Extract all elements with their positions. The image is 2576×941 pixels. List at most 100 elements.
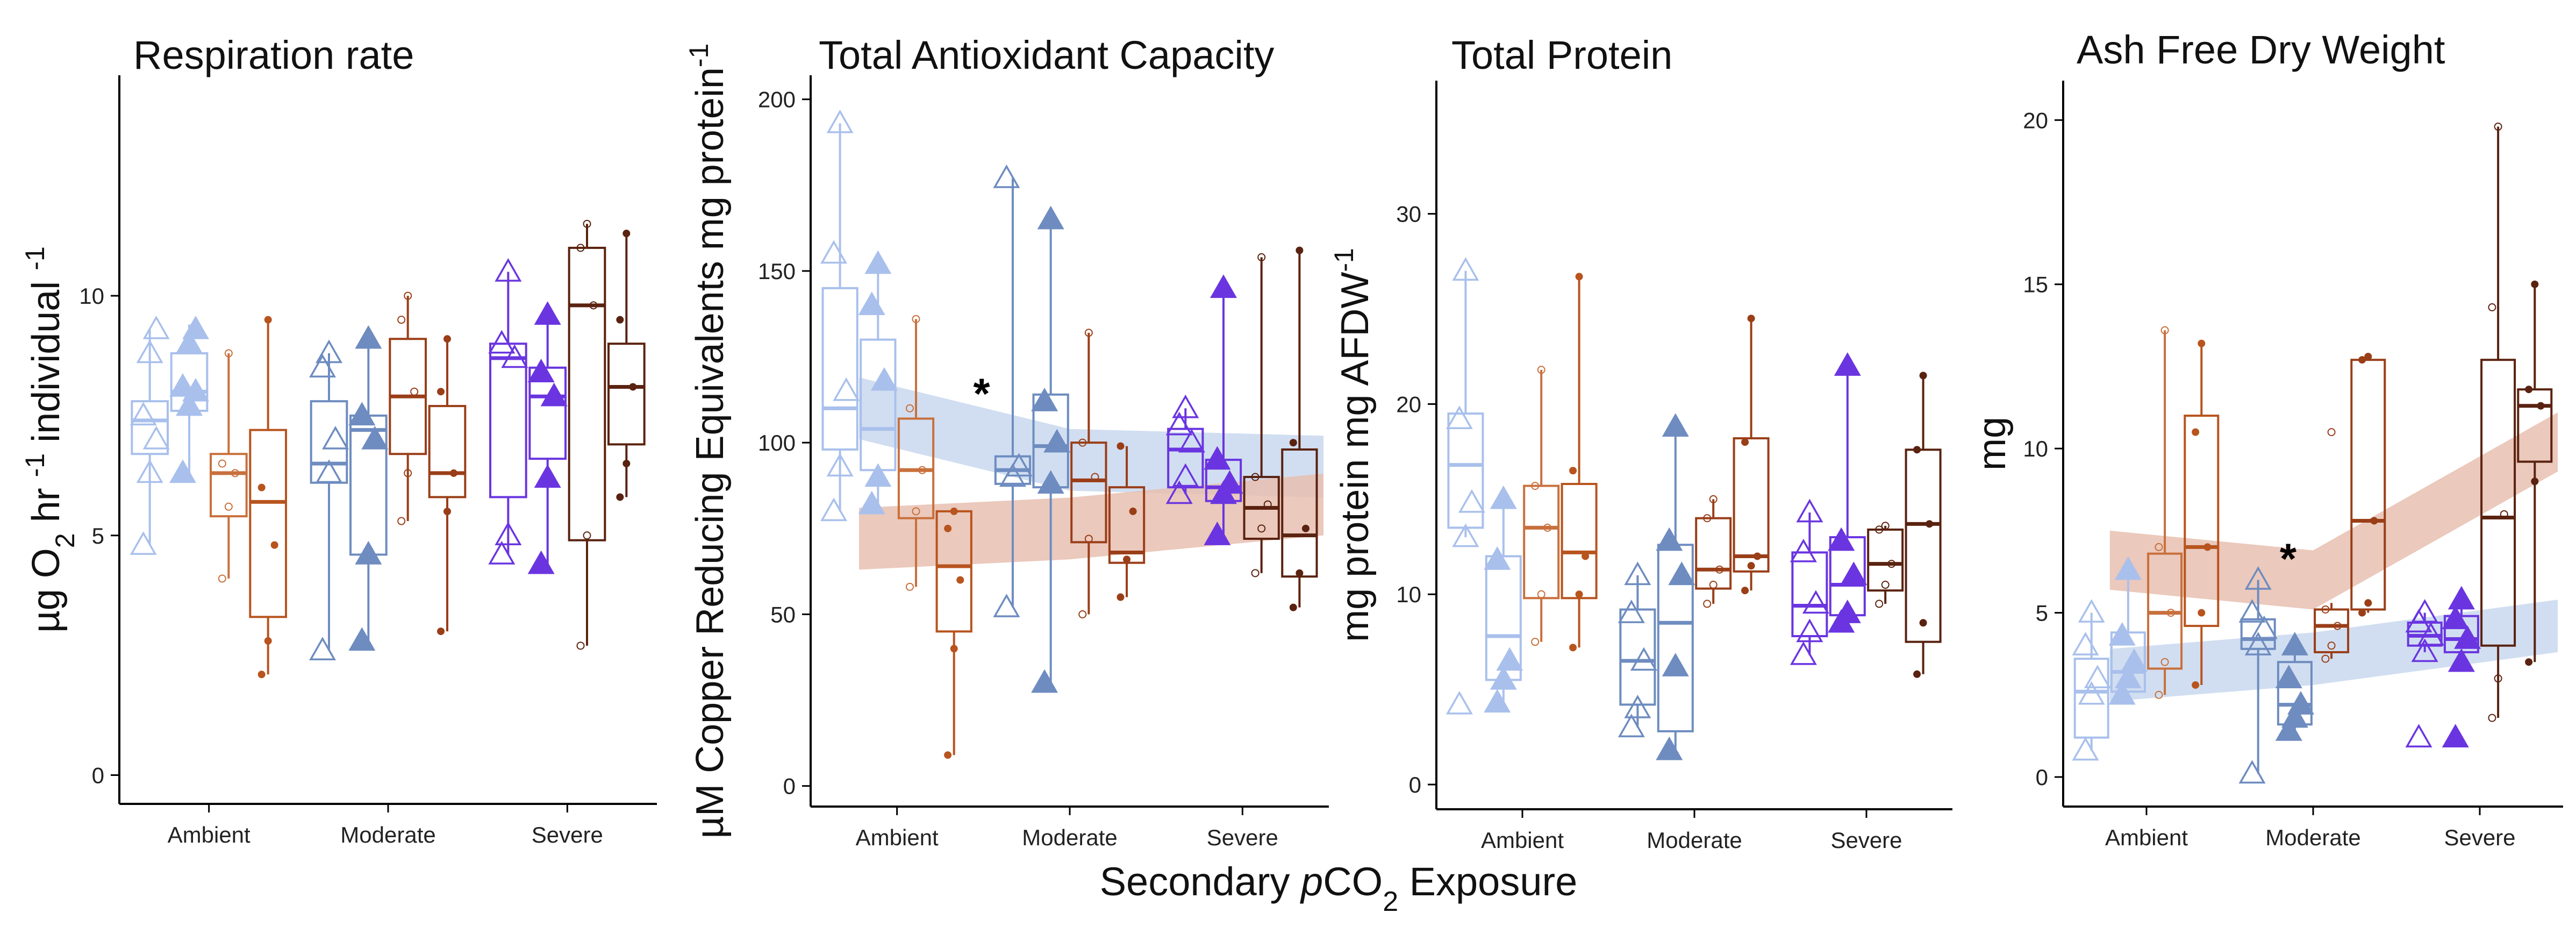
data-point [1031,388,1058,411]
data-point [361,425,389,450]
data-point [1575,590,1583,598]
panels: 0 5 10 Ambient Moderate Severe Respiration rat… [20,27,2563,853]
x-tick-label: Severe [2444,825,2515,850]
data-point [944,751,952,759]
data-point [397,517,406,525]
data-point [1452,523,1479,547]
data-point [589,301,598,310]
data-point [1204,522,1231,545]
box-0-3 [2184,339,2220,689]
data-point [2281,704,2308,728]
data-point [826,453,854,477]
box-2-0 [1165,394,1205,504]
data-point [443,508,451,516]
data-point [2500,510,2508,518]
data-point [2488,714,2496,722]
data-point [1084,329,1093,337]
box-2-0 [1790,498,1829,665]
data-point [1204,446,1231,470]
data-point [1289,603,1297,611]
data-point [2370,517,2378,525]
box-0-0 [130,315,170,555]
data-point [142,425,170,450]
data-point [2244,566,2272,590]
trend-band-0 [2109,600,2558,702]
data-point [1834,600,1861,623]
y-tick-label: 20 [1396,391,1421,417]
data-point [1117,593,1125,601]
data-point [1582,552,1590,560]
data-point [905,404,914,412]
data-point [257,483,266,491]
data-point [2244,632,2272,655]
box-body [568,246,606,541]
data-point [1165,480,1193,504]
box-body [310,400,348,484]
data-point [2411,599,2438,623]
significance-marker: * [974,369,991,417]
data-point [576,244,585,252]
box-1-1 [2275,632,2315,741]
data-point [870,367,898,391]
data-point [1210,274,1237,298]
data-point [527,359,555,382]
data-point [833,377,860,401]
box-0-3 [249,316,288,679]
data-point [1834,352,1861,376]
data-point [2108,681,2136,705]
data-point [1618,714,1645,738]
data-point [918,466,927,474]
panel-protein: 0 10 20 30 Ambient Moderate Severe Total Protei… [1329,33,1952,853]
y-tick-label: 15 [2023,272,2048,297]
data-point [309,637,337,660]
data-point [2121,648,2148,672]
data-point [169,459,197,483]
data-point [2198,339,2206,347]
data-point [1289,439,1297,447]
box-1-3 [428,335,467,636]
data-point [1887,560,1896,568]
data-point [2155,543,2163,551]
x-tick-label: Severe [1207,825,1278,850]
data-point [1624,694,1651,718]
box-2-2 [568,219,606,650]
box-body [2073,658,2109,739]
data-point [2537,402,2545,410]
data-point [1543,523,1552,532]
data-point [1296,246,1304,254]
data-point [2448,586,2475,610]
y-tick-label: 30 [1396,202,1421,227]
data-point [2364,353,2372,361]
data-point [540,382,568,407]
data-point [576,641,585,650]
box-2-2 [1867,522,1904,608]
data-point [1490,666,1517,690]
data-point [2078,599,2105,623]
data-point [944,524,952,532]
data-point [1790,641,1817,665]
y-tick-label: 100 [758,430,796,455]
data-point [1257,524,1266,533]
data-point [1216,470,1243,494]
box-2-3 [607,230,646,501]
data-point [1537,590,1545,598]
data-point [1840,561,1867,586]
box-1-2 [2314,428,2350,663]
box-2-1 [1204,274,1243,545]
data-point [1452,257,1479,281]
data-point [2084,665,2111,689]
x-tick-label: Moderate [1647,828,1742,853]
data-point [864,250,892,274]
data-point [270,541,278,549]
y-axis-title: mg [1971,417,2014,470]
data-point [1251,473,1260,481]
box-1-2 [389,291,427,525]
data-point [321,425,349,450]
panel-title: Ash Free Dry Weight [2077,27,2445,72]
x-tick-label: Moderate [2265,825,2360,850]
data-point [1656,527,1683,551]
data-point [1078,438,1087,447]
y-tick-label: 0 [92,763,104,788]
data-point [2358,356,2366,364]
